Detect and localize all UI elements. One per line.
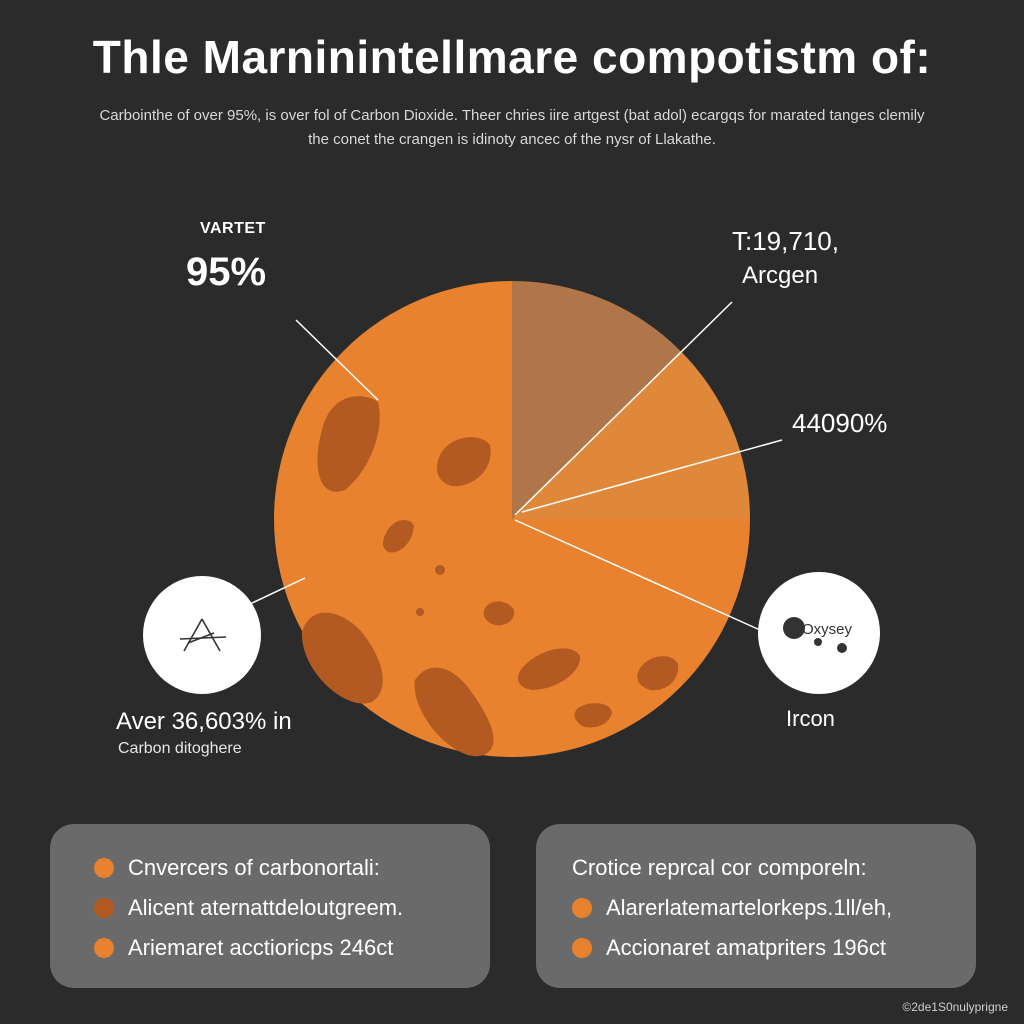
callout-left-bottom-line2: Carbon ditoghere: [118, 740, 242, 757]
crater: [517, 648, 581, 690]
crater: [301, 612, 383, 704]
footer-copyright: ©2de1S0nulyprigne: [902, 1000, 1008, 1014]
callout-left-bottom-line1: Aver 36,603% in: [116, 708, 292, 735]
right-badge: Oxysey: [758, 572, 880, 694]
pie-slice-top-right: [512, 281, 681, 519]
panel-right-item: Accionaret amatpriters 196ct: [572, 928, 976, 968]
leader-line-44090: [521, 439, 783, 513]
bullet-dot-orange: [572, 938, 592, 958]
pie-slice-bottom-right: [512, 350, 750, 519]
crater: [574, 703, 612, 728]
crater: [483, 601, 515, 626]
bullet-dot-orange: [572, 898, 592, 918]
compass-drawing-icon: [179, 618, 227, 652]
leader-line-ircon: [514, 519, 761, 631]
crater: [416, 608, 424, 616]
leader-lines: [249, 301, 783, 631]
panel-right-item-text: Alarerlatemartelorkeps.1ll/eh,: [606, 895, 893, 920]
panel-left-item: Alicent aternattdeloutgreem.: [94, 888, 490, 928]
page-title: Thle Marninintellmare compotistm of:: [92, 31, 932, 83]
crater: [414, 667, 494, 757]
panel-left-item: Ariemaret acctioricps 246ct: [94, 928, 490, 968]
callout-right-bottom-caption: Ircon: [786, 706, 835, 731]
panel-left-item-text: Alicent aternattdeloutgreem.: [128, 895, 404, 920]
info-panel-right: Crotice reprcal cor comporeln: Alarerlat…: [536, 824, 976, 988]
info-panel-left: Cnvercers of carbonortali: Alicent atern…: [50, 824, 490, 988]
callout-left-top-value: 95%: [186, 250, 267, 294]
crater: [383, 519, 414, 553]
leader-line-95: [295, 319, 379, 401]
bullet-dot-orange: [94, 858, 114, 878]
crater: [317, 396, 380, 492]
molecule-icon: [783, 617, 847, 653]
panel-left-item-text: Cnvercers of carbonortali:: [128, 855, 380, 880]
callout-right-top-name: Arcgen: [742, 262, 819, 289]
crater: [435, 565, 445, 575]
mars-craters: [301, 396, 679, 757]
right-badge-label: Oxysey: [801, 620, 852, 638]
callout-left-top-small: VARTET: [200, 220, 266, 237]
crater: [637, 656, 679, 691]
callout-right-top-code: T:19,710,: [732, 226, 839, 256]
leader-line-arcgen: [514, 301, 733, 516]
panel-left-item-text: Ariemaret acctioricps 246ct: [128, 935, 394, 960]
panel-right-item: Alarerlatemartelorkeps.1ll/eh,: [572, 888, 976, 928]
crater: [436, 437, 491, 487]
panel-right-heading: Crotice reprcal cor comporeln:: [572, 855, 867, 880]
panel-left-item: Cnvercers of carbonortali:: [94, 848, 490, 888]
bullet-dot-brown: [94, 898, 114, 918]
left-badge: [143, 576, 261, 694]
callout-right-mid-value: 44090%: [792, 408, 888, 438]
bullet-dot-orange: [94, 938, 114, 958]
page-subtitle: Carbointhe of over 95%, is over fol of C…: [99, 107, 925, 148]
leader-line-left-badge: [249, 577, 306, 605]
panel-right-item-text: Accionaret amatpriters 196ct: [606, 935, 887, 960]
